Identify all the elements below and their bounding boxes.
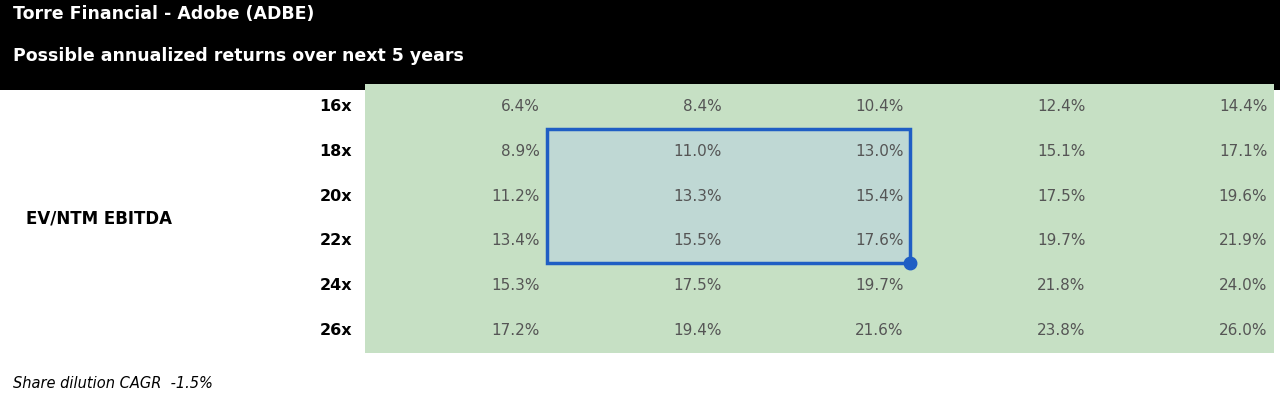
Text: 26.0%: 26.0% <box>1219 323 1267 338</box>
Text: 20x: 20x <box>320 188 352 203</box>
Text: 24.0%: 24.0% <box>1219 278 1267 293</box>
Text: 21.8%: 21.8% <box>1037 278 1085 293</box>
Text: 13.0%: 13.0% <box>855 144 904 159</box>
FancyBboxPatch shape <box>547 128 910 263</box>
Text: 19.4%: 19.4% <box>673 323 722 338</box>
Text: EV/NTM EBITDA: EV/NTM EBITDA <box>26 209 172 227</box>
Text: 15.3%: 15.3% <box>492 278 540 293</box>
Text: 19.6%: 19.6% <box>1219 188 1267 203</box>
Text: 12%: 12% <box>1047 56 1085 71</box>
Text: 22x: 22x <box>320 233 352 249</box>
Text: 19.7%: 19.7% <box>1037 233 1085 249</box>
Text: Torre Financial - Adobe (ADBE): Torre Financial - Adobe (ADBE) <box>13 5 314 23</box>
Text: 24x: 24x <box>320 278 352 293</box>
Text: 17.1%: 17.1% <box>1219 144 1267 159</box>
Text: 17.5%: 17.5% <box>1037 188 1085 203</box>
Text: 15.1%: 15.1% <box>1037 144 1085 159</box>
Text: 12.4%: 12.4% <box>1037 99 1085 114</box>
Text: 13.3%: 13.3% <box>673 188 722 203</box>
Text: 6%: 6% <box>513 56 540 71</box>
Text: Share dilution CAGR  -1.5%: Share dilution CAGR -1.5% <box>13 375 212 391</box>
Text: 11.0%: 11.0% <box>673 144 722 159</box>
Text: 8%: 8% <box>695 56 722 71</box>
FancyBboxPatch shape <box>365 84 1274 353</box>
Text: 17.6%: 17.6% <box>855 233 904 249</box>
Text: 6.4%: 6.4% <box>502 99 540 114</box>
Text: 16x: 16x <box>320 99 352 114</box>
Text: 10.4%: 10.4% <box>855 99 904 114</box>
FancyBboxPatch shape <box>0 0 1280 90</box>
Text: EBITDA CAGR: EBITDA CAGR <box>756 11 882 29</box>
Text: 19.7%: 19.7% <box>855 278 904 293</box>
Text: 21.6%: 21.6% <box>855 323 904 338</box>
Text: 13.4%: 13.4% <box>492 233 540 249</box>
Text: 10%: 10% <box>865 56 904 71</box>
Text: 26x: 26x <box>320 323 352 338</box>
Text: 14%: 14% <box>1229 56 1267 71</box>
Text: 8.4%: 8.4% <box>684 99 722 114</box>
Text: 18x: 18x <box>320 144 352 159</box>
Text: 11.2%: 11.2% <box>492 188 540 203</box>
Text: 21.9%: 21.9% <box>1219 233 1267 249</box>
Text: 23.8%: 23.8% <box>1037 323 1085 338</box>
Text: 8.9%: 8.9% <box>502 144 540 159</box>
Text: Possible annualized returns over next 5 years: Possible annualized returns over next 5 … <box>13 47 463 65</box>
Text: 15.4%: 15.4% <box>855 188 904 203</box>
Text: 15.5%: 15.5% <box>673 233 722 249</box>
Text: 14.4%: 14.4% <box>1219 99 1267 114</box>
Text: 17.2%: 17.2% <box>492 323 540 338</box>
Text: 17.5%: 17.5% <box>673 278 722 293</box>
